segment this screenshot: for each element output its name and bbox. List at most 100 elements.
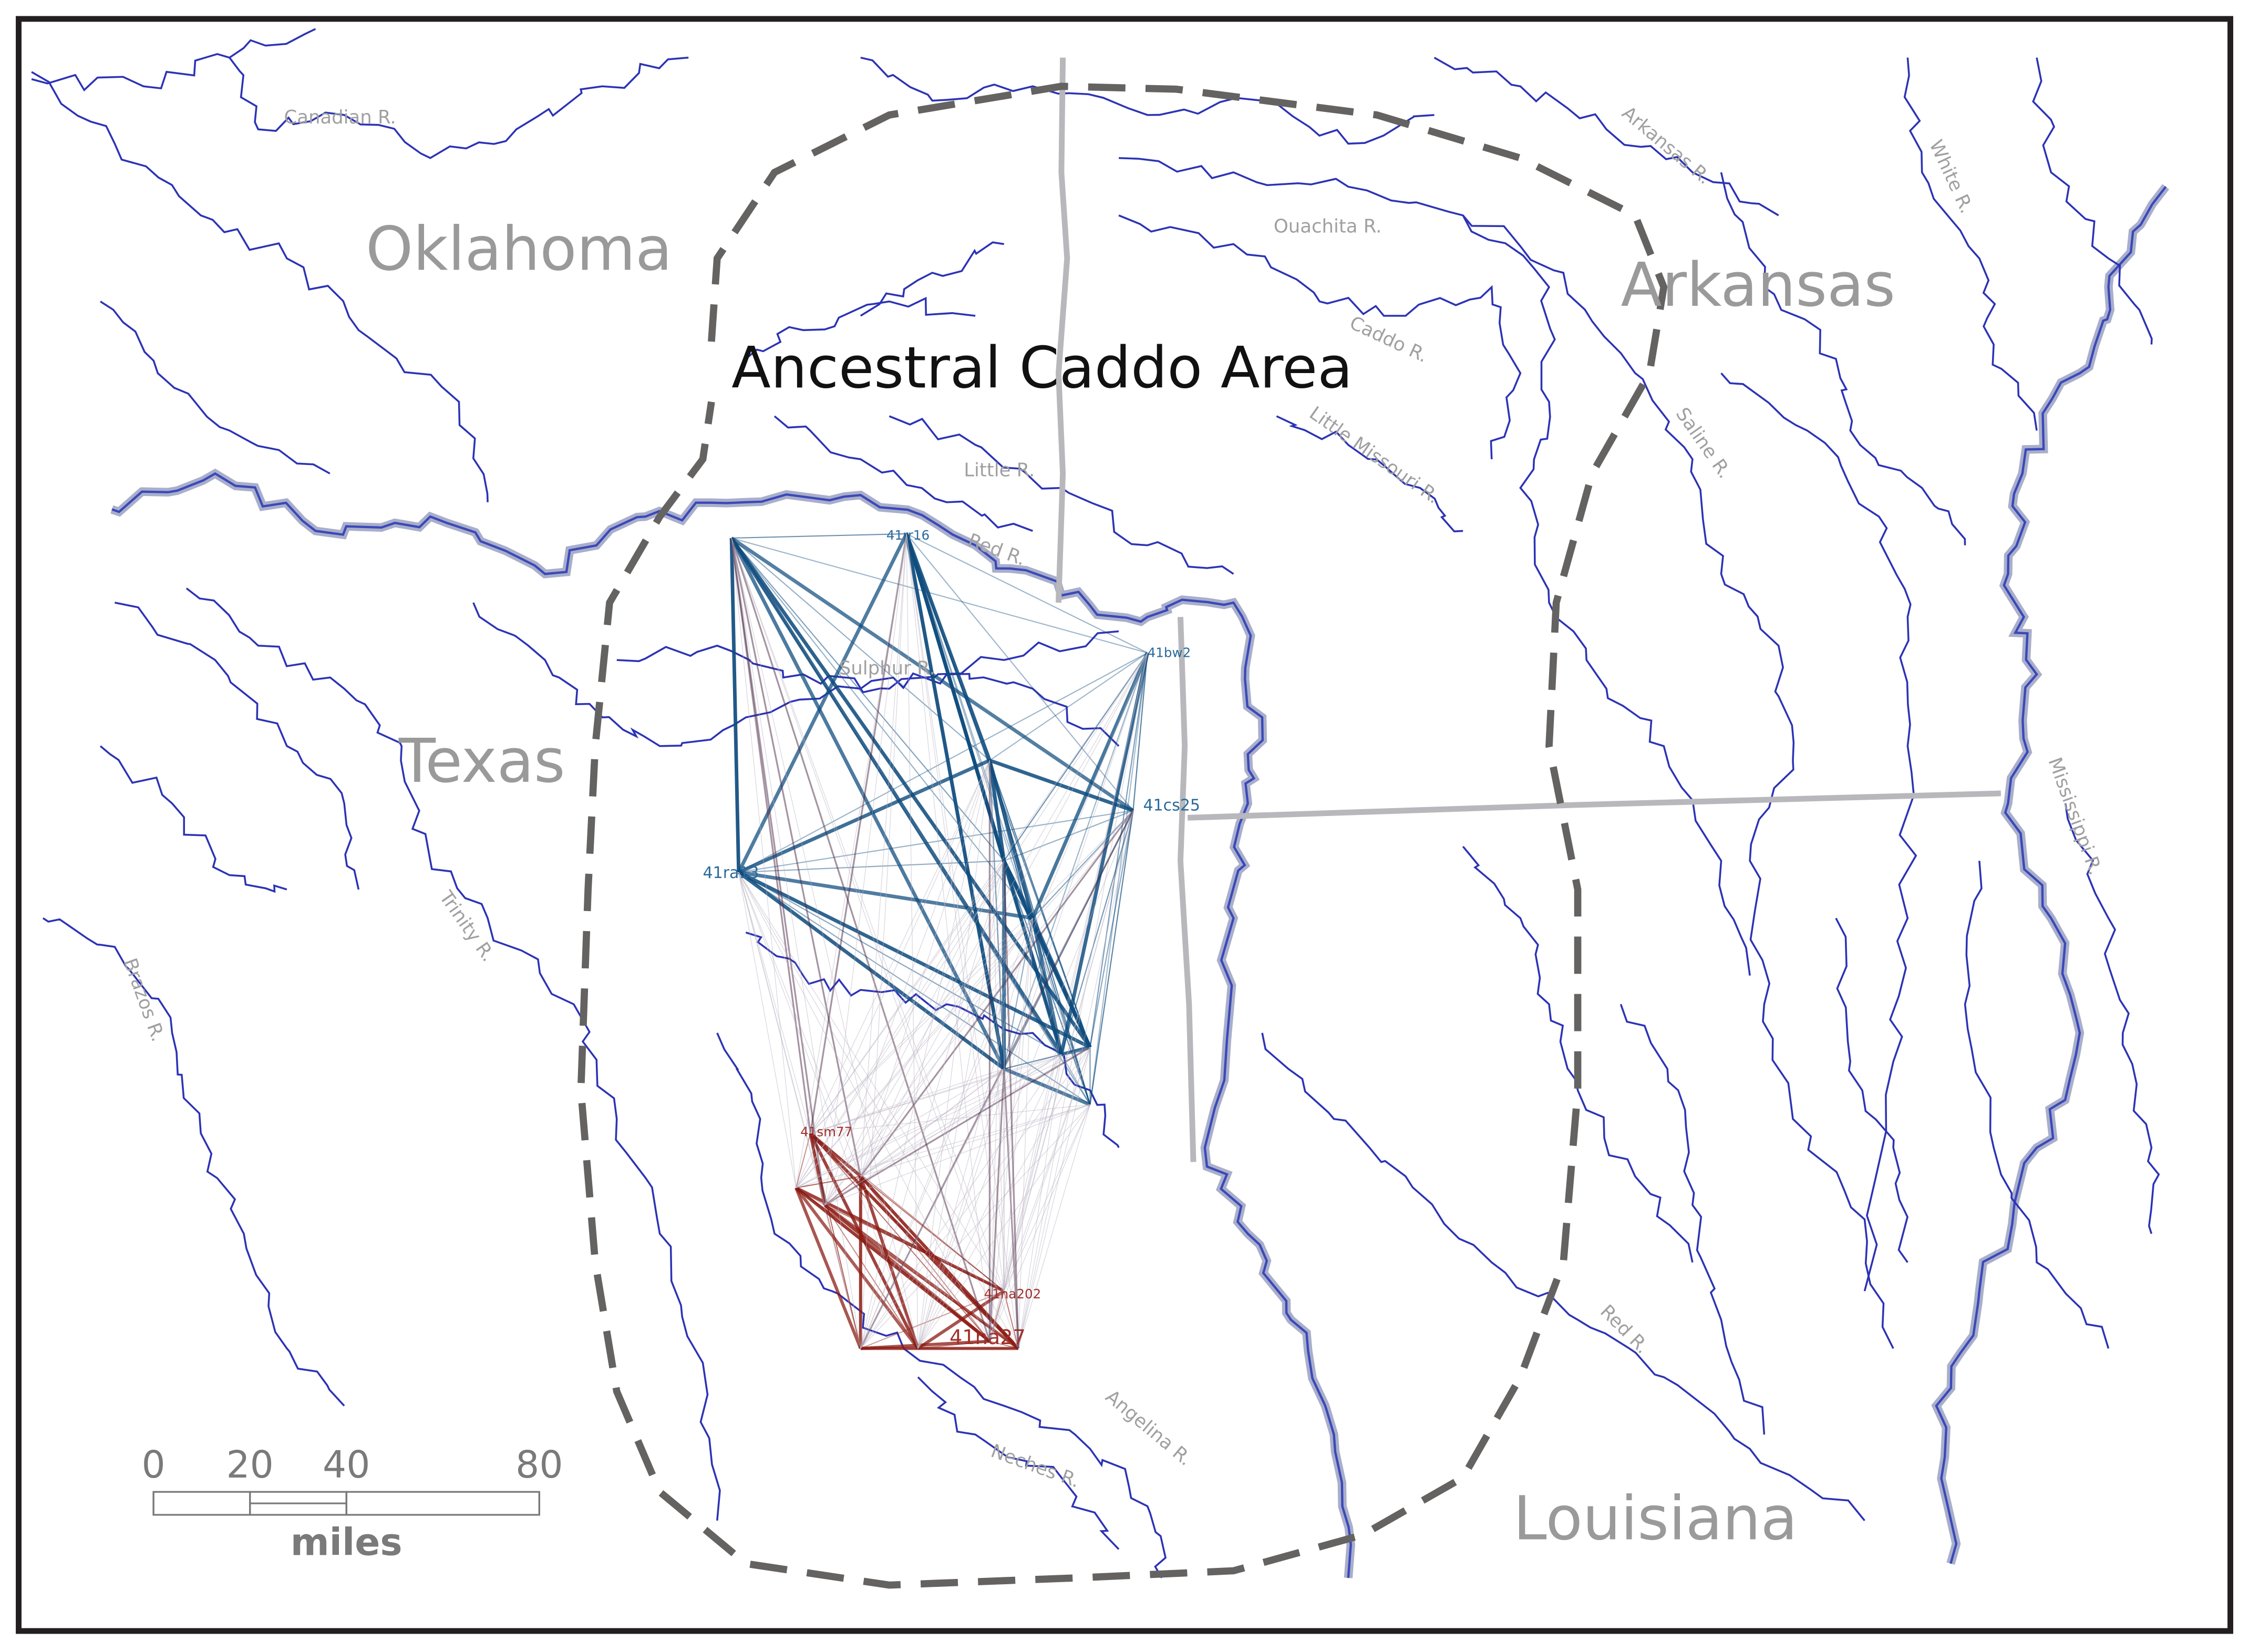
river <box>31 71 489 502</box>
network-edge <box>738 872 797 1188</box>
network-edge <box>796 760 991 1188</box>
river <box>860 241 1004 317</box>
network-edge <box>1002 860 1035 919</box>
network-edge <box>1004 918 1033 1292</box>
river <box>1720 373 1917 1292</box>
river <box>1619 1004 1766 1435</box>
network-edge <box>906 533 1134 811</box>
network-edge <box>1018 653 1148 1349</box>
network-edge <box>1018 918 1033 1349</box>
river <box>773 415 1033 532</box>
river <box>2064 803 2160 1234</box>
network-edge <box>810 1068 1004 1134</box>
river-label: Little R. <box>964 460 1035 481</box>
network-edge <box>738 872 861 1177</box>
network-edge <box>824 1068 1005 1205</box>
scale-bar: 0 20 40 80 miles <box>141 1443 563 1564</box>
river <box>472 602 1120 747</box>
network-edge <box>795 1187 862 1349</box>
network-edge <box>989 758 1134 812</box>
network-edge <box>906 533 1148 654</box>
network-edge <box>810 860 1005 1134</box>
network-edge <box>796 1068 1005 1189</box>
network-edge <box>810 810 1133 1134</box>
river <box>1119 157 1894 1349</box>
site-label: 41bw2 <box>1148 645 1191 660</box>
network-edge <box>738 872 919 1349</box>
area-title: Ancestral Caddo Area <box>731 334 1353 401</box>
network-edge <box>731 538 991 761</box>
network-edge <box>1003 860 1091 1105</box>
network-edge <box>738 872 811 1134</box>
network-edge <box>1003 861 1019 1349</box>
network-edge <box>860 1104 1090 1177</box>
network-edge <box>989 1104 1091 1341</box>
network-edge <box>1089 653 1148 1048</box>
network-edge <box>989 1054 1062 1341</box>
network-edge <box>988 760 1006 861</box>
network-edge <box>1032 810 1134 919</box>
river <box>860 56 1435 145</box>
network-edge <box>810 760 991 1134</box>
river <box>1118 214 1522 460</box>
network-edge <box>860 810 1134 1177</box>
site-label: 41ra13 <box>703 864 759 882</box>
network-edge <box>796 533 907 1188</box>
map-frame <box>16 16 2233 1634</box>
network-edge <box>989 1047 1091 1341</box>
network-edge <box>731 538 1034 919</box>
site-network <box>729 533 1150 1350</box>
network-edge <box>988 1068 1005 1341</box>
network-edge <box>917 861 1005 1349</box>
river <box>1964 861 2110 1349</box>
network-edge <box>906 533 1005 1292</box>
scale-tick-label: 0 <box>141 1443 165 1486</box>
network-edge <box>731 538 1019 1349</box>
network-edge <box>917 653 1148 1349</box>
network-edge <box>860 533 907 1349</box>
network-edge <box>731 538 1148 654</box>
network-edge <box>824 1054 1062 1205</box>
network-edge <box>917 760 991 1349</box>
network-edge <box>859 1175 920 1349</box>
network-edge <box>989 760 1005 1292</box>
river <box>1462 215 1751 976</box>
network-edge <box>1004 1104 1091 1292</box>
river <box>31 53 689 159</box>
network-edge <box>1003 1067 1091 1107</box>
network-edge <box>810 1054 1062 1134</box>
network-edge <box>730 538 826 1205</box>
state-borders <box>1055 57 2001 1162</box>
network-edge <box>796 1047 1090 1189</box>
network-edge <box>731 538 797 1188</box>
river <box>616 630 1119 694</box>
river <box>745 296 976 360</box>
caddo-area-boundary <box>577 82 1668 1589</box>
river <box>115 602 360 890</box>
network-edge <box>738 759 991 874</box>
network-edge <box>904 533 1006 862</box>
network-edge <box>824 1104 1090 1205</box>
network-edge <box>860 1054 1062 1349</box>
network-edge <box>904 533 992 761</box>
network-edge <box>823 1203 1019 1350</box>
state-label: Texas <box>398 727 565 797</box>
network-edge <box>824 760 991 1205</box>
network-edge <box>988 760 1035 919</box>
river <box>1433 57 1779 216</box>
network-edge <box>917 810 1134 1349</box>
network-edge <box>860 860 1005 1177</box>
network-edge <box>860 1104 1090 1349</box>
network-edge <box>796 1104 1090 1189</box>
network-edge <box>824 860 1005 1205</box>
river-label: Ouachita R. <box>1274 216 1382 238</box>
network-edge <box>730 538 991 1342</box>
network-edge <box>906 533 1034 918</box>
network-edge <box>1003 860 1062 1055</box>
scale-tick-label: 80 <box>515 1443 563 1486</box>
network-edge <box>730 538 862 1177</box>
river <box>1720 172 1966 545</box>
network-edge <box>860 861 1005 1349</box>
scale-tick-label: 40 <box>323 1443 370 1486</box>
